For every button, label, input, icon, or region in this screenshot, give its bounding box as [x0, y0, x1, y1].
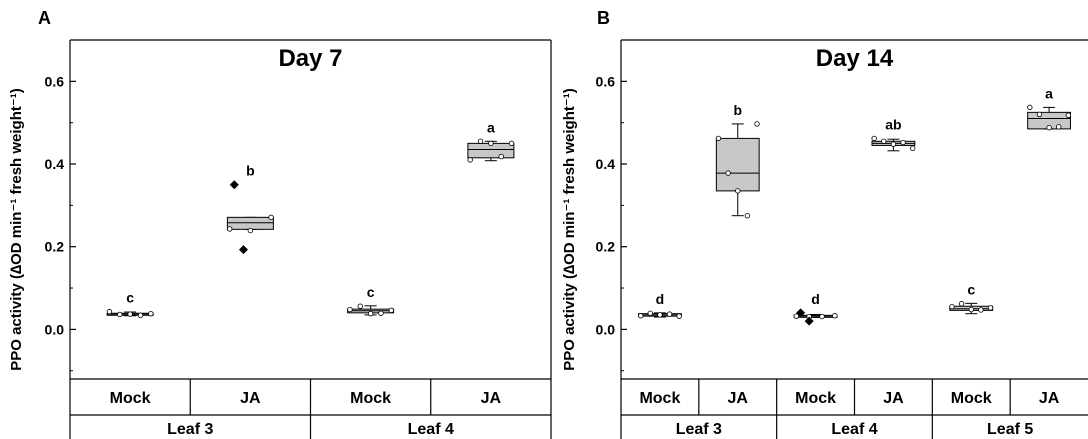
- data-point: [900, 139, 906, 146]
- panel-letter: B: [597, 8, 610, 28]
- data-point: [987, 305, 994, 311]
- data-point: [1046, 124, 1052, 131]
- y-axis-label: PPO activity (∆OD min⁻¹ fresh weight⁻¹): [8, 88, 25, 371]
- data-point: [881, 138, 887, 144]
- box: [715, 137, 760, 192]
- data-point: [148, 310, 154, 317]
- outlier-point: [796, 308, 806, 318]
- data-point: [657, 312, 663, 318]
- data-point: [871, 135, 877, 142]
- data-point: [637, 313, 644, 319]
- significance-letter: b: [733, 102, 742, 118]
- data-point: [247, 227, 254, 234]
- treatment-label: Mock: [350, 390, 391, 407]
- significance-letter: b: [246, 163, 255, 179]
- significance-letter: c: [367, 284, 375, 300]
- outlier-point: [804, 316, 814, 326]
- y-tick-label: 0.0: [596, 321, 616, 337]
- data-point: [735, 188, 741, 194]
- y-tick-label: 0.6: [596, 73, 616, 89]
- data-point: [715, 135, 722, 142]
- significance-letter: d: [656, 291, 665, 307]
- data-point: [909, 145, 916, 152]
- data-point: [647, 310, 653, 316]
- data-point: [666, 311, 673, 317]
- treatment-label: Mock: [110, 390, 151, 407]
- data-point: [978, 307, 984, 313]
- significance-letter: c: [967, 281, 975, 297]
- data-point: [117, 311, 123, 318]
- data-point: [137, 312, 144, 319]
- data-point: [793, 313, 800, 319]
- data-point: [1027, 104, 1033, 111]
- treatment-label: JA: [1039, 390, 1060, 407]
- data-point: [226, 226, 233, 232]
- outlier-point: [238, 245, 248, 255]
- data-point: [388, 307, 395, 314]
- panel-b: B Day 14 0.0 0.2 0.4 0.6 PPO activity (∆OD min…: [561, 8, 1088, 439]
- data-point: [347, 306, 353, 313]
- data-point: [968, 306, 974, 313]
- treatment-label: Mock: [795, 390, 836, 407]
- data-point: [676, 313, 682, 319]
- data-point: [467, 157, 473, 163]
- y-tick-label: 0.4: [45, 156, 65, 172]
- y-tick-label: 0.4: [596, 156, 616, 172]
- data-point: [127, 311, 133, 317]
- data-point: [949, 303, 955, 310]
- y-tick-label: 0.6: [45, 73, 65, 89]
- treatment-label: JA: [481, 390, 502, 407]
- leaf-label: Leaf 3: [676, 421, 722, 438]
- data-point: [357, 303, 363, 309]
- treatment-label: JA: [728, 390, 749, 407]
- data-point: [378, 310, 384, 316]
- data-point: [1056, 124, 1062, 130]
- y-tick-label: 0.0: [45, 321, 65, 337]
- treatment-label: JA: [240, 390, 261, 407]
- data-point: [1036, 111, 1043, 118]
- significance-letter: c: [126, 290, 134, 306]
- significance-letter: a: [1045, 85, 1053, 101]
- data-point: [832, 313, 838, 319]
- treatment-label: Mock: [951, 390, 992, 407]
- box: [226, 216, 274, 230]
- leaf-label: Leaf 4: [408, 421, 454, 438]
- data-point: [508, 140, 515, 147]
- treatment-label: JA: [883, 390, 904, 407]
- data-point: [754, 121, 760, 127]
- data-point: [725, 170, 731, 176]
- significance-letter: d: [811, 291, 820, 307]
- data-point: [268, 214, 274, 221]
- y-axis-label: PPO activity (∆OD min⁻¹ fresh weight⁻¹): [561, 88, 578, 371]
- data-point: [890, 141, 897, 147]
- data-point: [477, 138, 484, 144]
- panel-letter: A: [38, 8, 51, 28]
- outlier-point: [229, 180, 239, 190]
- data-point: [498, 153, 504, 160]
- data-point: [488, 140, 494, 147]
- data-point: [367, 310, 374, 317]
- treatment-label: Mock: [639, 390, 680, 407]
- leaf-label: Leaf 4: [831, 421, 877, 438]
- significance-letter: a: [487, 119, 495, 135]
- data-point: [744, 213, 751, 219]
- chart-title: Day 7: [278, 45, 342, 72]
- y-tick-label: 0.2: [596, 239, 616, 255]
- leaf-label: Leaf 5: [987, 421, 1033, 438]
- data-point: [106, 308, 113, 315]
- data-point: [1065, 112, 1072, 118]
- significance-letter: ab: [885, 116, 901, 132]
- data-point: [819, 313, 825, 320]
- y-tick-label: 0.2: [45, 239, 65, 255]
- chart-title: Day 14: [816, 45, 894, 72]
- data-point: [958, 301, 965, 307]
- leaf-label: Leaf 3: [167, 421, 213, 438]
- panel-a: A Day 7 0.0 0.2 0.4 0.6 PPO activity (∆OD min⁻…: [8, 8, 552, 439]
